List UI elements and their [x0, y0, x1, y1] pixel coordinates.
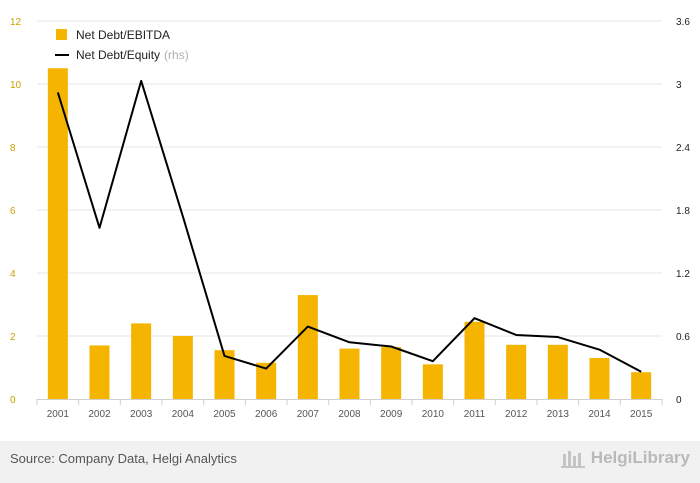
bar [214, 350, 235, 399]
x-tick-label: 2002 [88, 409, 111, 420]
right-tick-label: 3 [676, 80, 682, 91]
combo-chart: 0 2 4 6 8 10 12 0 0.6 1.2 1.8 2.4 3 3.6 2001 2002 2003 20… [10, 17, 690, 420]
bar [631, 372, 652, 399]
bar [422, 364, 443, 399]
x-tick-label: 2009 [380, 409, 403, 420]
right-tick-label: 0 [676, 395, 682, 406]
legend: Net Debt/EBITDA Net Debt/Equity (rhs) [55, 28, 189, 62]
right-tick-label: 2.4 [676, 143, 690, 154]
bar [506, 344, 527, 399]
legend-label: Net Debt/EBITDA [76, 28, 170, 42]
left-tick-label: 2 [10, 332, 16, 343]
axes: 0 2 4 6 8 10 12 0 0.6 1.2 1.8 2.4 3 3.6 2001 2002 2003 20… [10, 17, 690, 420]
bar [172, 336, 193, 399]
legend-label: Net Debt/Equity (rhs) [76, 48, 189, 62]
x-tick-label: 2012 [505, 409, 528, 420]
left-tick-label: 0 [10, 395, 16, 406]
x-tick-label: 2015 [630, 409, 653, 420]
footer: Source: Company Data, Helgi Analytics He… [0, 441, 700, 483]
x-tick-label: 2008 [338, 409, 361, 420]
x-tick-label: 2003 [130, 409, 153, 420]
bar [339, 348, 360, 399]
left-tick-label: 8 [10, 143, 16, 154]
series-line [56, 79, 642, 373]
legend-label-text: Net Debt/Equity [76, 48, 160, 62]
right-tick-label: 3.6 [676, 17, 690, 28]
bar [589, 358, 610, 399]
bar [547, 344, 568, 399]
x-tick-label: 2007 [297, 409, 320, 420]
left-tick-label: 4 [10, 269, 16, 280]
x-tick-label: 2004 [172, 409, 195, 420]
brand: HelgiLibrary [560, 448, 690, 468]
bar [297, 295, 318, 399]
x-tick-label: 2014 [588, 409, 611, 420]
right-tick-label: 1.2 [676, 269, 690, 280]
right-tick-label: 0.6 [676, 332, 690, 343]
bar [464, 321, 485, 399]
x-tick-label: 2010 [422, 409, 445, 420]
right-tick-label: 1.8 [676, 206, 690, 217]
bar [381, 347, 402, 399]
bar-series-net-debt-ebitda [47, 68, 652, 399]
gridlines [37, 20, 662, 337]
x-tick-label: 2005 [213, 409, 236, 420]
plot-panel: 0 2 4 6 8 10 12 0 0.6 1.2 1.8 2.4 3 3.6 2001 2002 2003 20… [10, 17, 691, 420]
x-tick-label: 2013 [547, 409, 570, 420]
brand-name: HelgiLibrary [590, 448, 690, 467]
x-tick-label: 2001 [47, 409, 70, 420]
left-tick-label: 6 [10, 206, 16, 217]
legend-swatch-bar [56, 29, 67, 40]
left-tick-label: 12 [10, 17, 22, 28]
x-tick-label: 2006 [255, 409, 278, 420]
library-logo-icon [560, 451, 585, 468]
x-tick-label: 2011 [464, 409, 486, 420]
bar [131, 323, 152, 399]
bar [256, 362, 277, 399]
legend-label-note: (rhs) [164, 48, 189, 62]
source-note: Source: Company Data, Helgi Analytics [10, 451, 237, 466]
line-series-net-debt-equity [56, 79, 642, 373]
bar [89, 345, 110, 399]
left-tick-label: 10 [10, 80, 22, 91]
bar [47, 68, 68, 399]
